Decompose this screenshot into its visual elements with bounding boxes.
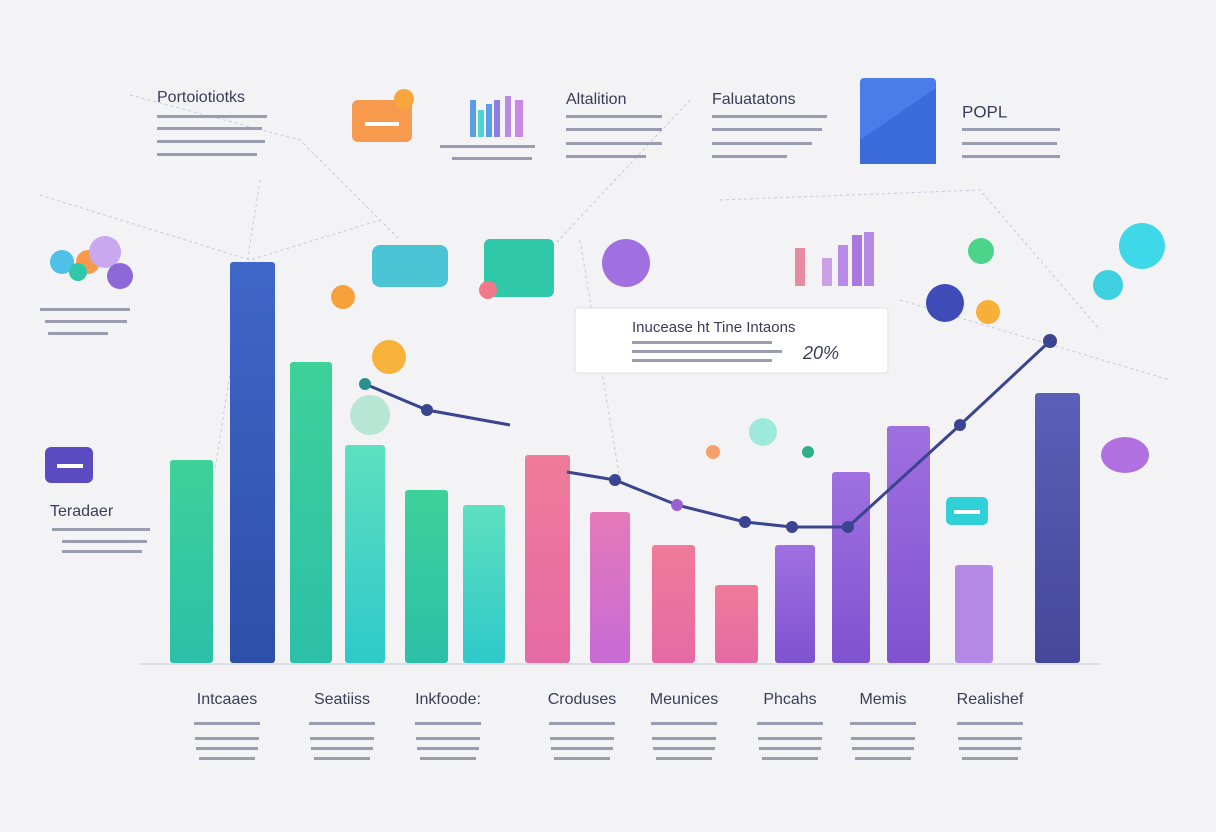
footer-label: Seatiiss bbox=[314, 691, 370, 708]
text-placeholder bbox=[550, 737, 614, 740]
text-placeholder bbox=[962, 757, 1018, 760]
text-placeholder bbox=[194, 722, 260, 725]
text-placeholder bbox=[758, 737, 822, 740]
text-placeholder bbox=[652, 737, 716, 740]
text-placeholder bbox=[311, 747, 373, 750]
header-label: POPL bbox=[962, 102, 1007, 121]
footer-label: Intcaaes bbox=[197, 691, 257, 708]
callout: Inucease ht Tine Intaons 20% bbox=[574, 307, 889, 374]
text-placeholder bbox=[549, 722, 615, 725]
text-placeholder bbox=[196, 747, 258, 750]
text-placeholders bbox=[40, 115, 1060, 553]
text-placeholder bbox=[762, 757, 818, 760]
text-placeholder bbox=[554, 757, 610, 760]
header-label: Portoiotiotks bbox=[157, 89, 245, 106]
connector-lines bbox=[39, 94, 1171, 481]
text-placeholder bbox=[759, 747, 821, 750]
labels: Portoiotiotks Altalition Faluatatons POP… bbox=[50, 89, 1007, 520]
callout-figure: 20% bbox=[802, 343, 839, 363]
footer-label: Croduses bbox=[548, 691, 616, 708]
footer-label: Memis bbox=[859, 691, 906, 708]
header-label: Faluatatons bbox=[712, 91, 796, 108]
text-placeholder bbox=[310, 737, 374, 740]
text-placeholder bbox=[653, 747, 715, 750]
text-placeholder bbox=[415, 722, 481, 725]
text-placeholder bbox=[416, 737, 480, 740]
footer-label: Meunices bbox=[650, 691, 718, 708]
text-placeholder bbox=[195, 737, 259, 740]
footer: Intcaaes Seatiiss Inkfoode: Croduses Meunice… bbox=[194, 691, 1024, 760]
trend-line bbox=[359, 334, 1057, 533]
text-placeholder bbox=[417, 747, 479, 750]
footer-label: Inkfoode: bbox=[415, 691, 481, 708]
text-placeholder bbox=[855, 757, 911, 760]
text-placeholder bbox=[958, 737, 1022, 740]
text-placeholder bbox=[850, 722, 916, 725]
text-placeholder bbox=[314, 757, 370, 760]
bars bbox=[140, 262, 1100, 665]
footer-label: Realishef bbox=[957, 691, 1024, 708]
header-label: Altalition bbox=[566, 91, 626, 108]
text-placeholder bbox=[309, 722, 375, 725]
side-label: Teradaer bbox=[50, 503, 114, 520]
text-placeholder bbox=[656, 757, 712, 760]
text-placeholder bbox=[420, 757, 476, 760]
text-placeholder bbox=[199, 757, 255, 760]
text-placeholder bbox=[632, 341, 782, 362]
text-placeholder bbox=[757, 722, 823, 725]
text-placeholder bbox=[959, 747, 1021, 750]
text-placeholder bbox=[851, 737, 915, 740]
text-placeholder bbox=[957, 722, 1023, 725]
text-placeholder bbox=[852, 747, 914, 750]
decorations bbox=[45, 78, 1165, 525]
text-placeholder bbox=[651, 722, 717, 725]
footer-label: Phcahs bbox=[763, 691, 816, 708]
callout-title: Inucease ht Tine Intaons bbox=[632, 319, 795, 336]
text-placeholder bbox=[551, 747, 613, 750]
